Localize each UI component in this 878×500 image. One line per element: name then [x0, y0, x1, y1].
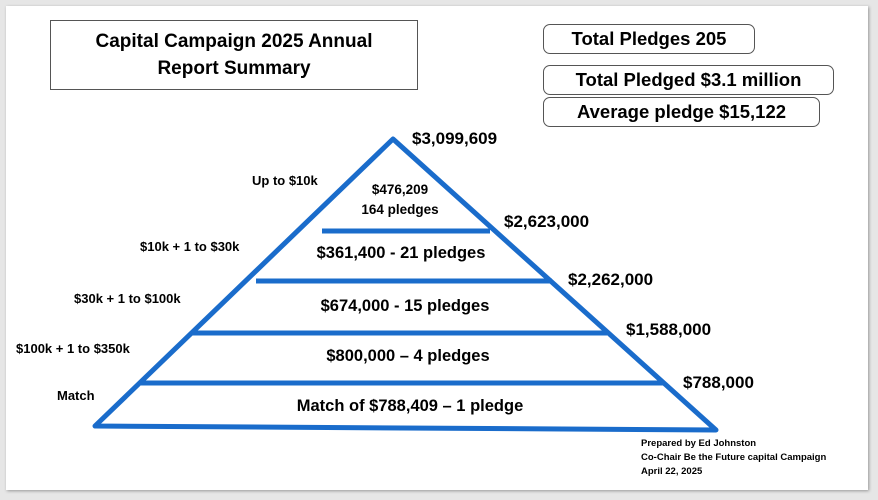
total-pledged-box: Total Pledged $3.1 million [543, 65, 834, 95]
title-line-1: Capital Campaign 2025 Annual [95, 31, 373, 52]
tier-range-3: $30k + 1 to $100k [74, 291, 181, 306]
tier-range-2: $10k + 1 to $30k [140, 239, 240, 254]
tier-content-4: $800,000 – 4 pledges [326, 347, 490, 365]
average-pledge-box: Average pledge $15,122 [543, 97, 820, 127]
cumulative-total-4: $1,588,000 [626, 320, 712, 339]
total-pledges-box: Total Pledges 205 [543, 24, 755, 54]
tier-content-5: Match of $788,409 – 1 pledge [296, 397, 524, 415]
tier-content-1: $476,209 164 pledges [336, 180, 464, 220]
pyramid-outline [92, 136, 719, 433]
credits: Prepared by Ed Johnston Co-Chair Be the … [641, 437, 826, 479]
tier-range-4: $100k + 1 to $350k [16, 341, 130, 356]
cumulative-total-5: $788,000 [683, 373, 754, 392]
cumulative-total-2: $2,623,000 [504, 212, 590, 231]
tier-content-3: $674,000 - 15 pledges [320, 297, 490, 315]
cumulative-total-1: $3,099,609 [412, 129, 498, 148]
tier-1-amount: $476,209 [371, 182, 429, 197]
tier-range-1: Up to $10k [252, 173, 318, 188]
title-box: Capital Campaign 2025 Annual Report Summ… [50, 20, 418, 90]
tier-range-5: Match [57, 388, 95, 403]
tier-content-2: $361,400 - 21 pledges [316, 244, 486, 262]
cumulative-total-3: $2,262,000 [568, 270, 654, 289]
credits-line-1: Prepared by Ed Johnston [641, 438, 757, 449]
credits-line-2: Co-Chair Be the Future capital Campaign [641, 452, 827, 463]
title-line-2: Report Summary [157, 58, 311, 79]
credits-line-3: April 22, 2025 [641, 466, 703, 477]
tier-1-pledges: 164 pledges [361, 202, 439, 217]
